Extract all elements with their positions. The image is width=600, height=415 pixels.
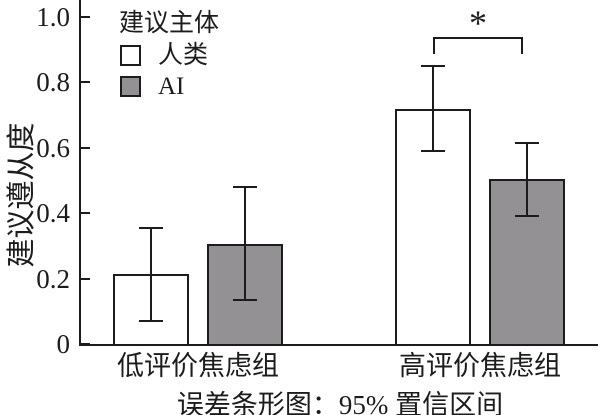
y-tick <box>80 81 90 83</box>
x-axis-line <box>79 344 598 346</box>
legend-item: 人类 <box>120 43 208 68</box>
error-bar-cap <box>233 186 257 188</box>
y-tick-label: 1.0 <box>36 2 70 32</box>
y-tick <box>80 16 90 18</box>
caption: 误差条形图：95% 置信区间 <box>176 390 504 415</box>
y-tick-label: 0.2 <box>36 264 70 294</box>
legend-item-label: AI <box>158 73 185 100</box>
legend-title: 建议主体 <box>119 10 220 37</box>
legend-item-label: 人类 <box>158 42 209 69</box>
error-bar-cap <box>233 299 257 301</box>
significance-bracket-leg <box>521 37 523 54</box>
y-tick-label: 0 <box>56 329 71 359</box>
error-bar-cap <box>139 227 163 229</box>
significance-bracket-leg <box>433 37 435 54</box>
error-bar-line <box>150 228 152 321</box>
error-bar-line <box>432 66 434 151</box>
error-bar-line <box>244 187 246 300</box>
y-tick-label: 0.4 <box>36 198 70 228</box>
error-bar-line <box>526 143 528 216</box>
error-bar-cap <box>515 142 539 144</box>
y-tick-label: 0.8 <box>36 67 70 97</box>
error-bar-cap <box>515 215 539 217</box>
legend-item: AI <box>120 74 184 99</box>
significance-star: * <box>469 3 487 43</box>
error-bar-cap <box>139 320 163 322</box>
legend-swatch-human <box>120 45 141 66</box>
y-tick <box>80 212 90 214</box>
error-bar-cap <box>421 65 445 67</box>
y-axis-line <box>79 0 81 346</box>
y-tick <box>80 278 90 280</box>
legend-swatch-ai <box>120 76 141 97</box>
category-label: 低评价焦虑组 <box>117 351 279 381</box>
significance-bracket-top <box>433 37 523 39</box>
category-label: 高评价焦虑组 <box>399 351 561 381</box>
y-tick <box>80 147 90 149</box>
y-tick-label: 0.6 <box>36 133 70 163</box>
y-tick <box>80 343 90 345</box>
error-bar-cap <box>421 150 445 152</box>
